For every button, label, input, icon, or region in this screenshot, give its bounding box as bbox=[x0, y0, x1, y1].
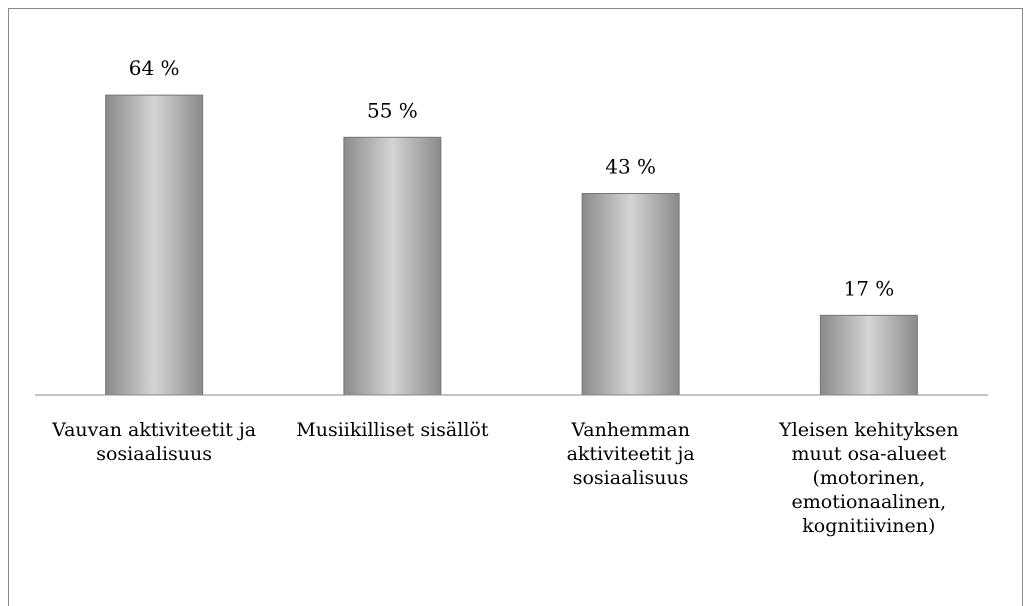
bar bbox=[343, 136, 442, 396]
x-tick-label: Yleisen kehityksen muut osa-alueet (moto… bbox=[779, 419, 959, 537]
x-tick-label: Vanhemman aktiviteetit ja sosiaalisuus bbox=[566, 419, 695, 489]
x-tick-label: Musiikilliset sisällöt bbox=[296, 419, 489, 441]
bar bbox=[105, 94, 204, 396]
frame bbox=[8, 8, 1023, 606]
value-label: 55 % bbox=[367, 98, 418, 122]
value-label: 17 % bbox=[843, 276, 894, 300]
bar bbox=[819, 314, 918, 396]
bar bbox=[581, 193, 680, 396]
value-label: 64 % bbox=[129, 56, 180, 80]
x-tick-label: Vauvan aktiviteetit ja sosiaalisuus bbox=[52, 419, 257, 465]
value-label: 43 % bbox=[605, 155, 656, 179]
